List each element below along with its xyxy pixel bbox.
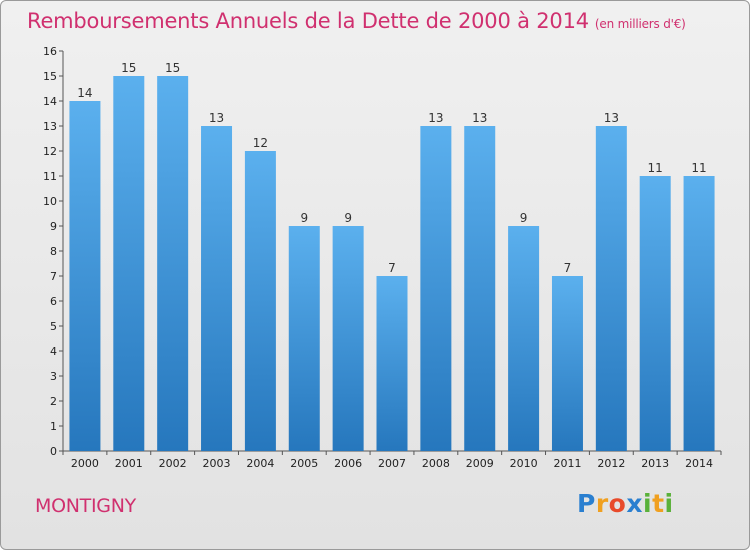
value-label: 13 (428, 111, 443, 125)
y-tick-label: 13 (43, 120, 57, 133)
brand-logo: Proxiti (577, 489, 674, 518)
bar (683, 176, 715, 451)
y-tick-label: 3 (50, 370, 57, 383)
bars (69, 76, 715, 451)
value-label: 9 (300, 211, 308, 225)
bar (201, 126, 233, 451)
bar (639, 176, 671, 451)
value-label: 11 (691, 161, 706, 175)
brand-letter: t (652, 489, 665, 518)
value-label: 7 (564, 261, 572, 275)
value-label: 15 (121, 61, 136, 75)
value-label: 7 (388, 261, 396, 275)
x-tick-label: 2012 (597, 457, 625, 470)
y-tick-label: 0 (50, 445, 57, 458)
y-tick-label: 9 (50, 220, 57, 233)
bar (508, 226, 540, 451)
brand-letter: i (643, 489, 653, 518)
chart-title: Remboursements Annuels de la Dette de 20… (27, 9, 686, 33)
x-tick-label: 2000 (71, 457, 99, 470)
y-tick-label: 8 (50, 245, 57, 258)
value-label: 9 (344, 211, 352, 225)
x-tick-label: 2005 (290, 457, 318, 470)
value-labels: 14 15 15 13 12 9 9 7 13 13 9 7 13 11 11 (77, 61, 706, 275)
x-tick-label: 2008 (422, 457, 450, 470)
value-label: 13 (472, 111, 487, 125)
x-tick-label: 2010 (510, 457, 538, 470)
x-tick-label: 2009 (466, 457, 494, 470)
bar (332, 226, 364, 451)
bar (113, 76, 145, 451)
value-label: 14 (77, 86, 92, 100)
x-tick-label: 2011 (553, 457, 581, 470)
y-tick-label: 16 (43, 45, 57, 58)
x-tick-label: 2007 (378, 457, 406, 470)
brand-letter: P (577, 489, 596, 518)
commune-name: MONTIGNY (35, 495, 136, 517)
x-tick-label: 2004 (246, 457, 274, 470)
y-tick-label: 14 (43, 95, 57, 108)
y-tick-label: 6 (50, 295, 57, 308)
y-tick-label: 7 (50, 270, 57, 283)
value-label: 13 (604, 111, 619, 125)
value-label: 11 (648, 161, 663, 175)
x-tick-label: 2013 (641, 457, 669, 470)
value-label: 12 (253, 136, 268, 150)
bar (551, 276, 583, 451)
bar (69, 101, 101, 451)
y-tick-label: 4 (50, 345, 57, 358)
y-tick-label: 2 (50, 395, 57, 408)
bar (288, 226, 320, 451)
x-tick-label: 2002 (159, 457, 187, 470)
x-tick-label: 2003 (203, 457, 231, 470)
brand-letter: x (626, 489, 643, 518)
x-tick-label: 2001 (115, 457, 143, 470)
y-tick-label: 12 (43, 145, 57, 158)
bar (420, 126, 452, 451)
y-tick-label: 5 (50, 320, 57, 333)
brand-letter: r (595, 489, 609, 518)
bar (157, 76, 189, 451)
bar (595, 126, 627, 451)
value-label: 13 (209, 111, 224, 125)
x-tick-label: 2014 (685, 457, 713, 470)
y-tick-label: 11 (43, 170, 57, 183)
value-label: 15 (165, 61, 180, 75)
brand-letter: i (664, 489, 674, 518)
y-tick-label: 15 (43, 70, 57, 83)
bar (376, 276, 408, 451)
y-tick-label: 10 (43, 195, 57, 208)
chart-title-text: Remboursements Annuels de la Dette de 20… (27, 9, 589, 33)
y-tick-label: 1 (50, 420, 57, 433)
value-label: 9 (520, 211, 528, 225)
bar (464, 126, 496, 451)
x-tick-label: 2006 (334, 457, 362, 470)
bar (244, 151, 276, 451)
brand-letter: o (608, 489, 627, 518)
unit-note: (en milliers d'€) (594, 17, 686, 31)
